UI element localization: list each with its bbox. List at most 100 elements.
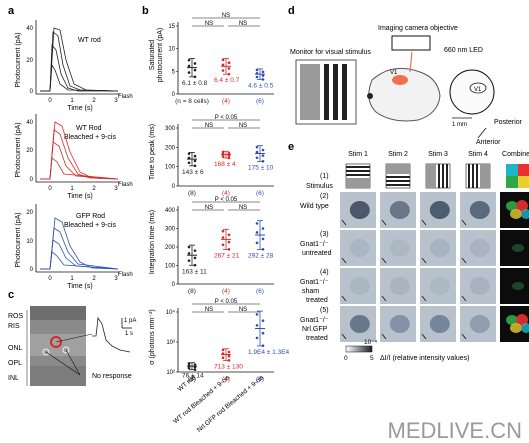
panel-b-n-label: (6) (256, 98, 264, 105)
panel-b-n-label: (6) (256, 376, 264, 383)
panel-b-mean-label: 1.9E4 ± 1.3E4 (248, 349, 290, 356)
panel-b-mean-label: 267 ± 21 (214, 252, 240, 259)
panel-b-ytick: 200 (165, 145, 176, 151)
panel-b-ytick: 0 (172, 184, 176, 190)
layer-label: ONL (8, 345, 23, 352)
panel-b-point (261, 70, 265, 74)
panel-b-mean-label: 143 ± 6 (182, 169, 204, 176)
panel-b-n-label: (6) (256, 190, 264, 197)
panel-b-sig: NS (239, 123, 247, 129)
colorbar (345, 345, 373, 353)
panel-b-point (187, 71, 191, 74)
panel-b-mean-label: 292 ± 28 (248, 252, 274, 259)
panel-b-point (193, 249, 197, 252)
panel-a-trace (40, 63, 119, 92)
panel-b-sig: NS (239, 307, 247, 313)
panel-b-sig: NS (205, 21, 213, 27)
panel-b-point (255, 231, 259, 234)
panel-b-sig: P < 0.05 (215, 299, 238, 305)
panel-b-mean-label: 6.4 ± 0.7 (214, 77, 240, 84)
mouse-icon (368, 67, 441, 122)
panel-a-xtick: 1 (70, 276, 74, 282)
panel-b-ytick: 10³ (166, 340, 175, 346)
row-num: (2) (320, 193, 329, 200)
panel-b-sig: NS (205, 123, 213, 129)
layer-label: ROS (8, 313, 24, 320)
panel-b-sig: P < 0.05 (215, 115, 238, 121)
panel-b-point (187, 161, 191, 165)
panel-b-point (193, 164, 197, 168)
panel-b-n-label: (4) (222, 98, 230, 105)
panel-a-plot-2: Photocurrent (pA) 40 20 0 0 1 2 3 Time (… (15, 114, 133, 200)
panel-b-mean-label: 163 ± 11 (182, 268, 207, 275)
panel-b-point (261, 74, 265, 77)
panel-b-point (227, 72, 231, 76)
scale-s: 1 s (125, 331, 133, 337)
panel-b-xcat: Nrl.GFP rod Bleached + 9-cis (196, 374, 266, 434)
row-label: treated (306, 297, 328, 304)
panel-a-ylabel-1: Photocurrent (pA) (15, 32, 22, 87)
watermark: MEDLIVE.CN (388, 418, 522, 443)
panel-b-point (187, 364, 191, 367)
panel-a-trace (40, 227, 119, 270)
panel-b-sig: NS (205, 307, 213, 313)
panel-b-point (193, 263, 197, 267)
panel-b-point (193, 75, 197, 79)
anterior-label: Anterior (476, 139, 501, 146)
panel-a-plot-3: Photocurrent (pA) 20 10 0 0 1 2 3 Time (… (15, 204, 133, 290)
eye-icon (367, 93, 373, 99)
panel-b-point (227, 354, 231, 358)
panel-b-point (221, 69, 225, 72)
panel-label-c: c (8, 289, 14, 301)
panel-b-point (187, 366, 191, 370)
panel-b: Saturated photocurrent (pA) 0 5 10 15 NS NS NS 6.… (149, 13, 290, 434)
panel-b-point (261, 159, 265, 163)
panel-a-ylabel-3: Photocurrent (pA) (15, 212, 22, 267)
panel-label-d: d (288, 5, 295, 17)
camera-objective-icon (391, 35, 431, 51)
panel-b-point (221, 58, 225, 62)
row-label: Gnat1⁻/⁻ (300, 317, 329, 324)
panel-b-point (187, 362, 191, 365)
panel-b-point (221, 243, 225, 247)
recording-site (50, 336, 62, 348)
panel-b-plot-3: Integration time (ms) 0 100 200 300 400 P < 0.… (149, 197, 274, 295)
panel-b-point (221, 348, 225, 352)
panel-a-flash: Flash (118, 272, 133, 278)
panel-b-point (227, 154, 231, 157)
row-label: Gnat1⁻/⁻ (300, 241, 329, 248)
panel-b-ytick: 0 (172, 92, 176, 98)
row-label: Nrl.GFP (302, 326, 328, 333)
panel-b-ytick: 300 (165, 126, 176, 132)
panel-b-point (261, 227, 265, 230)
panel-b-point (221, 356, 225, 360)
panel-b-sig: P < 0.05 (215, 197, 238, 203)
row-label: treated (306, 335, 328, 342)
panel-b-ytick: 100 (165, 165, 176, 171)
panel-b-n-label: (n = 8 cells) (175, 98, 209, 105)
panel-b-point (261, 247, 265, 251)
panel-a-ytick: 0 (30, 177, 34, 183)
panel-b-ylabel: photocurrent (pA) (157, 28, 164, 82)
panel-b-sig: NS (239, 205, 247, 211)
panel-b-point (255, 156, 259, 160)
no-response-label: No response (92, 373, 132, 380)
panel-a-ytick: 40 (26, 26, 33, 32)
panel-b-ylabel: Integration time (ms) (149, 210, 156, 274)
panel-b-point (255, 313, 259, 316)
panel-b-point (227, 240, 231, 244)
scale-1mm: 1 mm (452, 122, 467, 128)
panel-a-ytick: 20 (26, 58, 33, 64)
panel-a-xtick: 3 (114, 186, 118, 192)
panel-b-point (193, 363, 197, 366)
row-num: (5) (320, 307, 329, 314)
panel-b-n-label: (8) (188, 376, 196, 383)
v1-label-inset: V1 (474, 87, 482, 93)
panel-b-point (193, 68, 197, 72)
panel-b-point (193, 62, 197, 65)
panel-a-ytick: 40 (26, 120, 33, 126)
layer-label: INL (8, 375, 19, 382)
v1-label: V1 (390, 70, 398, 76)
panel-b-point (187, 245, 191, 249)
